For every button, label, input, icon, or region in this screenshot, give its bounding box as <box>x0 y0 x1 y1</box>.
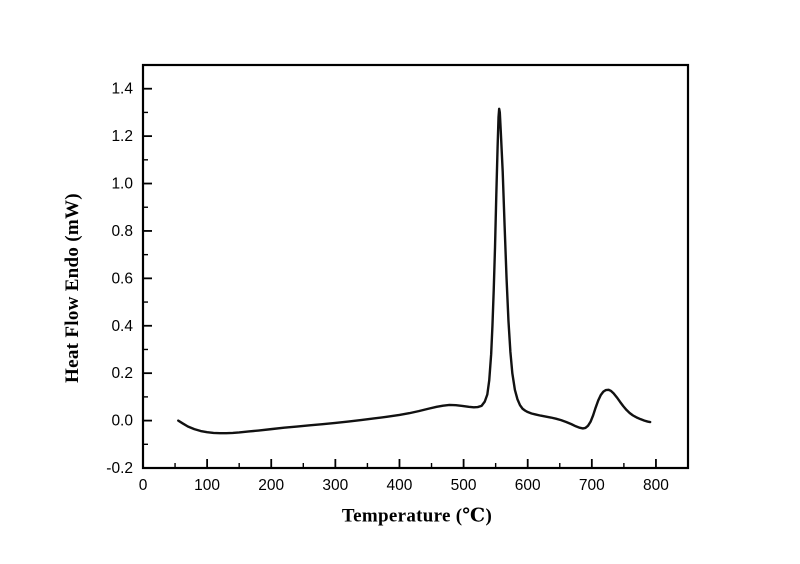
heat-flow-curve <box>177 107 652 435</box>
x-tick-label: 200 <box>258 477 284 494</box>
y-tick-label: 1.0 <box>111 176 133 193</box>
y-axis-title: Heat Flow Endo (mW) <box>62 193 83 383</box>
x-tick-label: 300 <box>322 477 348 494</box>
x-tick-label: 0 <box>139 477 148 494</box>
y-tick-label: 0.6 <box>111 270 133 287</box>
x-tick-label: 400 <box>387 477 413 494</box>
y-tick-label: 0.4 <box>111 318 133 335</box>
x-tick-label: 700 <box>579 477 605 494</box>
axis-ticks <box>142 87 657 469</box>
y-tick-label: 1.2 <box>111 128 133 145</box>
x-tick-label: 600 <box>515 477 541 494</box>
x-tick-label: 100 <box>194 477 220 494</box>
y-tick-label: 0.8 <box>111 223 133 240</box>
x-tick-label: 800 <box>643 477 669 494</box>
tick-labels: 0 100 200 300 400 500 600 700 800 -0.2 0.0 0.2 0.4 0.… <box>106 81 669 494</box>
y-tick-label: -0.2 <box>106 460 133 477</box>
y-tick-label: 0.2 <box>111 365 133 382</box>
x-axis-title: Temperature (℃) <box>341 505 493 527</box>
y-tick-label: 1.4 <box>111 81 133 98</box>
y-tick-label: 0.0 <box>111 413 133 430</box>
x-tick-label: 500 <box>451 477 477 494</box>
plot-frame <box>141 63 690 470</box>
